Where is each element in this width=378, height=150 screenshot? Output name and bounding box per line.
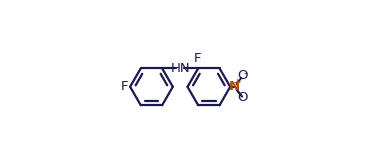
Text: O: O bbox=[237, 69, 248, 82]
Text: N: N bbox=[229, 80, 240, 93]
Text: F: F bbox=[121, 80, 129, 93]
Text: O: O bbox=[237, 91, 248, 104]
Text: HN: HN bbox=[170, 62, 190, 75]
Text: +: + bbox=[233, 78, 241, 88]
Text: -: - bbox=[243, 68, 247, 78]
Text: F: F bbox=[194, 52, 201, 65]
